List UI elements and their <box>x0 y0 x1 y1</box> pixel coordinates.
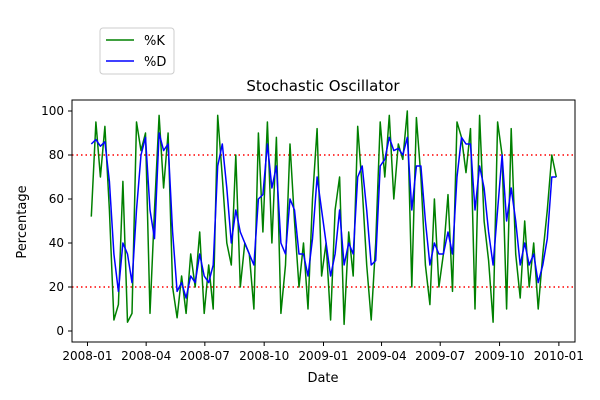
legend: %K %D <box>99 27 175 75</box>
x-axis-ticks: 2008-01 2008-04 2008-07 2008-10 2009-01 2009-… <box>62 342 584 363</box>
x-tick-label: 2008-01 <box>62 349 112 363</box>
x-tick-label: 2009-01 <box>298 349 348 363</box>
x-tick-label: 2010-01 <box>534 349 584 363</box>
chart-title: Stochastic Oscillator <box>246 77 400 95</box>
x-tick-label: 2009-07 <box>415 349 465 363</box>
x-tick-label: 2008-07 <box>180 349 230 363</box>
x-tick-label: 2009-04 <box>356 349 406 363</box>
x-tick-label: 2008-10 <box>239 349 289 363</box>
y-tick-label: 100 <box>41 104 64 118</box>
y-tick-label: 60 <box>49 192 64 206</box>
legend-label-k: %K <box>144 34 165 49</box>
y-tick-label: 20 <box>49 280 64 294</box>
x-axis-label: Date <box>307 371 338 386</box>
y-tick-label: 80 <box>49 148 64 162</box>
y-axis-ticks: 0 20 40 60 80 100 <box>41 104 72 338</box>
y-tick-label: 40 <box>49 236 64 250</box>
x-tick-label: 2008-04 <box>121 349 171 363</box>
plot-area <box>72 110 575 326</box>
y-tick-label: 0 <box>56 324 64 338</box>
legend-label-d: %D <box>144 55 166 70</box>
x-tick-label: 2009-10 <box>474 349 524 363</box>
series-line-d <box>90 132 557 299</box>
y-axis-label: Percentage <box>15 185 30 258</box>
